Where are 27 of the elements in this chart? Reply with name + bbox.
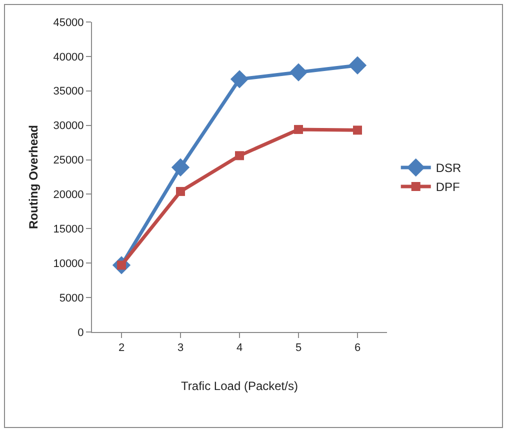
y-tick-label: 40000 — [53, 51, 84, 64]
x-tick-label: 4 — [236, 342, 243, 354]
point — [171, 158, 190, 176]
y-axis-title: Routing Overhead — [26, 124, 41, 230]
y-tick-label: 30000 — [53, 120, 84, 132]
point — [289, 63, 308, 82]
y-tick-label: 5000 — [59, 292, 84, 304]
point — [235, 151, 244, 160]
y-tick-label: 15000 — [53, 224, 84, 236]
legend-label: DPF — [436, 180, 460, 194]
y-tick-label: 35000 — [53, 86, 84, 98]
y-tick-label: 0 — [78, 326, 84, 339]
point — [176, 186, 185, 196]
x-tick-label: 5 — [295, 342, 302, 354]
x-tick-label: 3 — [177, 342, 184, 354]
legend-label: DSR — [436, 161, 462, 176]
point — [353, 126, 362, 135]
y-tick-label: 25000 — [53, 154, 84, 167]
x-tick-label: 2 — [118, 342, 125, 354]
point — [348, 56, 367, 74]
point — [294, 124, 303, 134]
x-tick-label: 6 — [354, 342, 361, 354]
y-tick-label: 10000 — [53, 258, 84, 270]
x-axis-title: Trafic Load (Packet/s) — [181, 379, 298, 394]
y-tick-label: 45000 — [53, 16, 84, 29]
point — [230, 70, 249, 88]
y-tick-label: 20000 — [53, 189, 84, 202]
